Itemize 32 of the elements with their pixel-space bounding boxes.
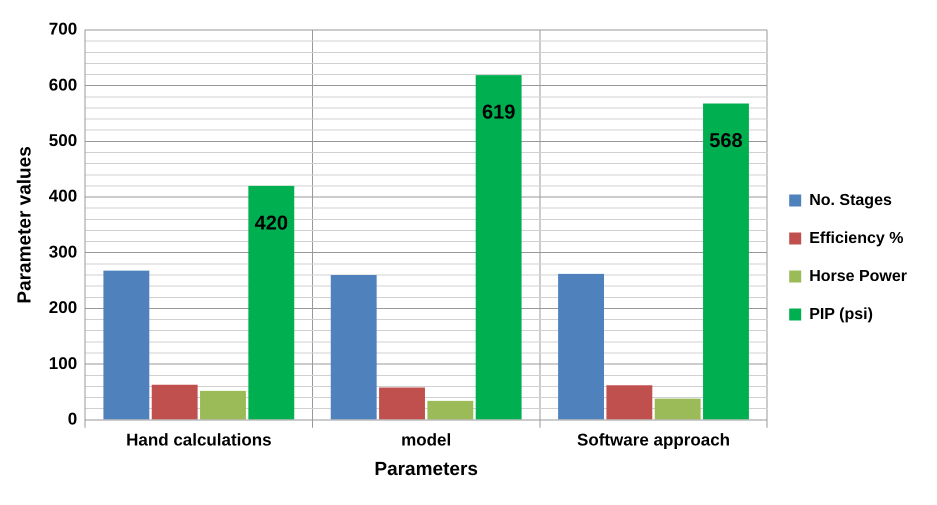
bar xyxy=(427,400,474,420)
x-tick-label: Hand calculations xyxy=(126,430,272,450)
bar xyxy=(558,274,604,420)
legend-label: No. Stages xyxy=(809,192,892,209)
data-label: 420 xyxy=(254,212,288,234)
x-axis-title: Parameters xyxy=(374,458,478,480)
bar xyxy=(103,270,150,420)
legend-label: Efficiency % xyxy=(809,230,904,247)
y-tick-label: 200 xyxy=(48,298,78,318)
bar xyxy=(248,186,294,420)
y-tick-label: 100 xyxy=(48,354,78,373)
legend-label: Horse Power xyxy=(809,268,907,285)
y-tick-label: 300 xyxy=(48,242,78,262)
bar xyxy=(654,398,701,420)
x-tick-label: model xyxy=(401,430,452,450)
bar xyxy=(703,104,749,420)
bar xyxy=(152,384,198,420)
bar xyxy=(330,275,377,420)
data-label: 619 xyxy=(482,102,516,124)
y-tick-label: 600 xyxy=(48,75,78,94)
y-axis-title: Parameter values xyxy=(14,146,36,304)
y-tick-label: 500 xyxy=(48,131,78,150)
y-tick-label: 700 xyxy=(48,20,78,39)
data-label: 568 xyxy=(709,130,743,152)
bar xyxy=(606,385,652,420)
legend-label: PIP (psi) xyxy=(809,306,873,323)
x-tick-label: Software approach xyxy=(576,430,730,450)
y-tick-label: 400 xyxy=(48,186,78,206)
bar xyxy=(200,390,246,420)
bar xyxy=(476,75,522,420)
bar xyxy=(379,388,425,420)
y-tick-label: 0 xyxy=(68,409,78,428)
